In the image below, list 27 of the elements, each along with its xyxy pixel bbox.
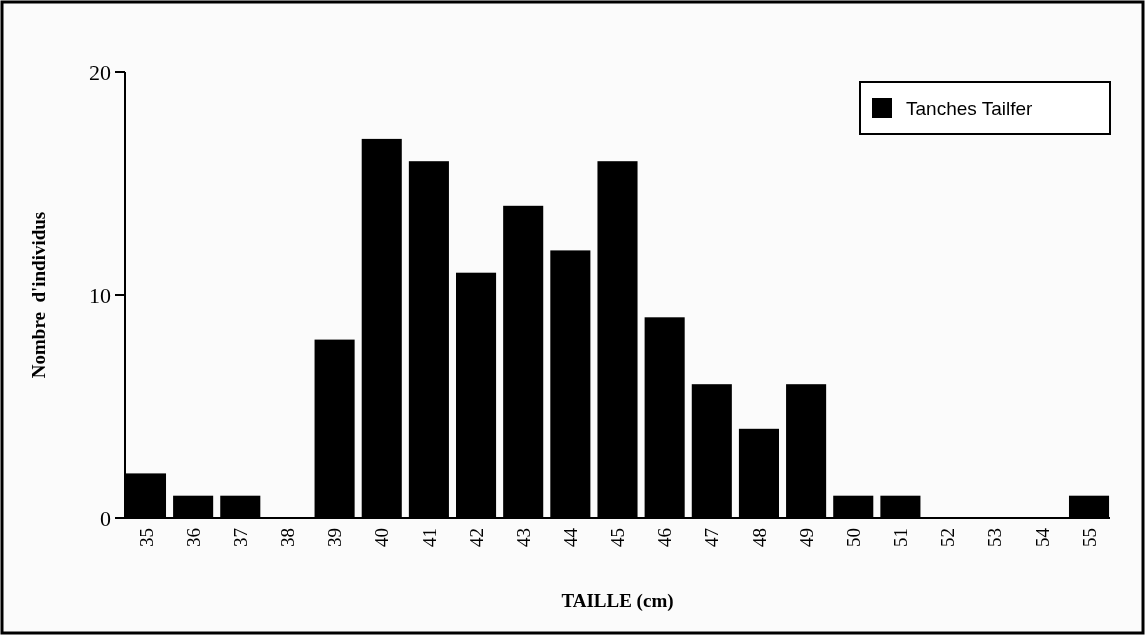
x-tick-label: 40 bbox=[371, 528, 393, 547]
y-tick-label: 0 bbox=[100, 505, 111, 531]
x-tick-label: 47 bbox=[701, 528, 723, 547]
x-tick-label: 36 bbox=[182, 528, 204, 547]
x-tick-label: 38 bbox=[277, 528, 299, 547]
x-tick-label: 41 bbox=[418, 528, 440, 547]
x-tick-label: 44 bbox=[560, 527, 581, 547]
x-tick-label: 37 bbox=[229, 528, 251, 547]
x-tick-label: 45 bbox=[607, 528, 629, 547]
x-tick-label: 42 bbox=[465, 528, 487, 547]
y-tick-label: 10 bbox=[89, 282, 111, 308]
x-tick-label: 39 bbox=[324, 528, 346, 547]
x-tick-label: 50 bbox=[842, 528, 864, 547]
x-tick-label: 55 bbox=[1078, 528, 1100, 547]
x-tick-label: 35 bbox=[135, 528, 157, 547]
y-tick-label: 20 bbox=[89, 59, 111, 85]
x-tick-label: 46 bbox=[654, 528, 676, 547]
x-tick-label: 48 bbox=[748, 528, 770, 547]
x-tick-label: 54 bbox=[1031, 527, 1053, 547]
x-tick-label: 43 bbox=[512, 528, 534, 547]
x-tick-label: 52 bbox=[937, 528, 959, 547]
x-tick-label: 49 bbox=[795, 528, 817, 547]
x-tick-label: 53 bbox=[984, 528, 1006, 547]
x-axis-title: TAILLE (cm) bbox=[561, 590, 674, 612]
x-tick-label: 51 bbox=[890, 528, 912, 547]
legend-label: Tanches Tailfer bbox=[906, 97, 1034, 119]
y-axis-title: Nombre d'individus bbox=[28, 211, 49, 379]
